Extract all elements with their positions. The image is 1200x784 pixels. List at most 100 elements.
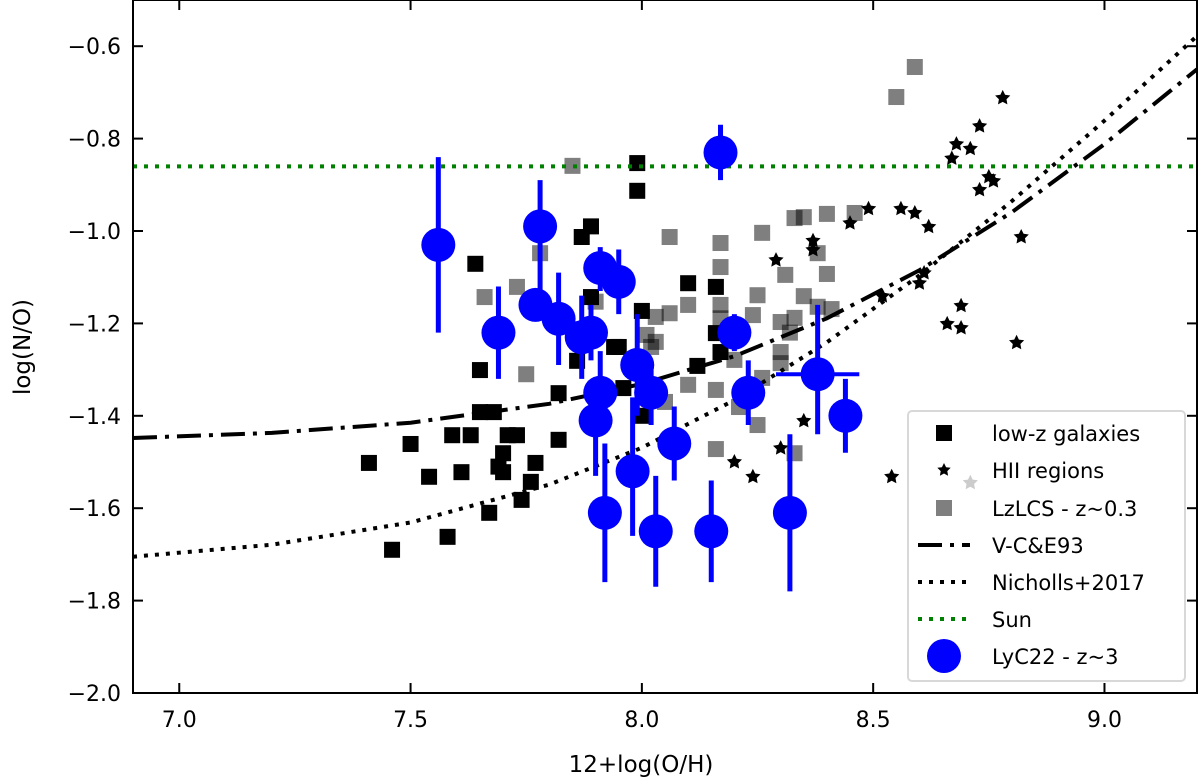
lyc22-point <box>800 357 835 392</box>
x-tick-label: 8.5 <box>856 708 891 733</box>
lyc22-point <box>615 454 650 489</box>
low-z-galaxy-point <box>707 278 724 295</box>
lyc22-point <box>638 514 673 549</box>
lzlcs-point <box>712 259 729 276</box>
y-tick-label: −2.0 <box>68 682 121 707</box>
hii-region-point <box>893 200 909 216</box>
lyc22-point <box>541 301 576 336</box>
lyc22-point <box>583 375 618 410</box>
lzlcs-point <box>707 381 724 398</box>
lyc22-point <box>481 315 516 350</box>
x-tick-label: 9.0 <box>1087 708 1122 733</box>
y-tick-label: −1.4 <box>68 405 121 430</box>
lzlcs-point <box>707 441 724 458</box>
lyc22-point <box>573 315 608 350</box>
lzlcs-point <box>795 209 812 226</box>
y-tick-label: −1.0 <box>68 220 121 245</box>
low-z-galaxy-point <box>610 338 627 355</box>
low-z-galaxy-point <box>689 357 706 374</box>
low-z-galaxy-point <box>453 464 470 481</box>
hii-region-point <box>921 218 937 234</box>
lyc22-point <box>634 375 669 410</box>
lzlcs-point <box>777 266 794 283</box>
hii-region-point <box>916 265 932 280</box>
low-z-galaxy-point <box>402 435 419 452</box>
hii-region-point <box>884 468 900 484</box>
lzlcs-point <box>476 289 493 306</box>
hii-region-point <box>972 181 988 197</box>
low-z-galaxy-point <box>471 404 488 421</box>
hii-region-point <box>860 200 877 216</box>
lzlcs-point <box>749 417 766 434</box>
low-z-galaxy-point <box>550 431 567 448</box>
legend-label: Sun <box>992 608 1032 632</box>
low-z-galaxy-point <box>508 427 525 444</box>
lyc22-point <box>620 347 655 382</box>
lyc22-point <box>601 264 636 299</box>
hii-region-point <box>953 320 969 335</box>
hii-region-point <box>726 454 742 469</box>
lyc22-point <box>587 495 622 530</box>
low-z-galaxy-point <box>384 541 401 558</box>
lzlcs-point <box>786 309 803 326</box>
lzlcs-point <box>680 376 697 393</box>
low-z-galaxy-point <box>462 427 479 444</box>
legend-square-icon <box>936 500 952 516</box>
lzlcs-point <box>749 287 766 304</box>
hii-region-point <box>1013 229 1029 244</box>
lzlcs-point <box>712 235 729 252</box>
legend: low-z galaxies HII regions LzLCS - z~0.3 V-… <box>907 410 1186 682</box>
legend-label: HII regions <box>992 459 1104 483</box>
legend-box <box>907 410 1186 682</box>
axes: 7.0 7.5 8.0 8.5 9.0 −2.0 −1.8 −1.6 −1.4 −1.2 −1.0 −… <box>68 0 1198 733</box>
lzlcs-point <box>680 296 697 313</box>
lzlcs-point <box>712 296 729 313</box>
lyc22-point <box>694 514 729 549</box>
plot-marks <box>133 34 1197 592</box>
low-z-galaxy-point <box>573 229 590 246</box>
low-z-galaxy-point <box>439 528 456 545</box>
y-tick-label: −0.8 <box>68 128 121 153</box>
lzlcs-point <box>906 58 923 75</box>
plot-frame <box>132 0 1198 694</box>
x-tick-label: 7.5 <box>393 708 428 733</box>
hii-region-point <box>1009 334 1025 350</box>
lzlcs-point <box>818 205 835 222</box>
hii-region-point <box>995 89 1011 105</box>
hii-region-point <box>939 315 955 331</box>
low-z-galaxy-point <box>495 445 512 462</box>
legend-square-icon <box>936 425 952 441</box>
lzlcs-point <box>726 351 743 368</box>
lzlcs-point <box>888 89 905 106</box>
lzlcs-point <box>772 355 789 372</box>
x-tick-label: 8.0 <box>624 708 659 733</box>
hii-region-point <box>773 440 789 455</box>
low-z-galaxy-point <box>467 255 484 272</box>
hii-region-point <box>985 173 1002 188</box>
low-z-galaxy-point <box>550 385 567 402</box>
lyc22-point <box>657 426 692 461</box>
hii-region-point <box>768 252 784 267</box>
y-tick-label: −1.2 <box>68 312 121 337</box>
hii-region-point <box>944 150 960 165</box>
hii-region-point <box>911 275 927 290</box>
low-z-galaxy-point <box>421 468 438 485</box>
lzlcs-point <box>564 157 581 174</box>
hii-region-point <box>796 412 812 428</box>
lzlcs-point <box>754 224 771 241</box>
low-z-galaxy-point <box>522 473 539 490</box>
hii-region-point <box>948 136 965 151</box>
legend-star-icon <box>937 463 951 476</box>
lzlcs-point <box>809 245 826 262</box>
hii-region-point <box>805 232 821 248</box>
lzlcs-point <box>643 338 660 355</box>
lzlcs-point <box>518 366 535 383</box>
legend-label: Nicholls+2017 <box>992 571 1145 595</box>
low-z-galaxy-point <box>680 275 697 292</box>
hii-region-point <box>962 140 978 156</box>
lyc22-point <box>703 135 738 170</box>
legend-label: V-C&E93 <box>992 534 1084 558</box>
y-tick-label: −1.8 <box>68 590 121 615</box>
lzlcs-point <box>661 305 678 322</box>
